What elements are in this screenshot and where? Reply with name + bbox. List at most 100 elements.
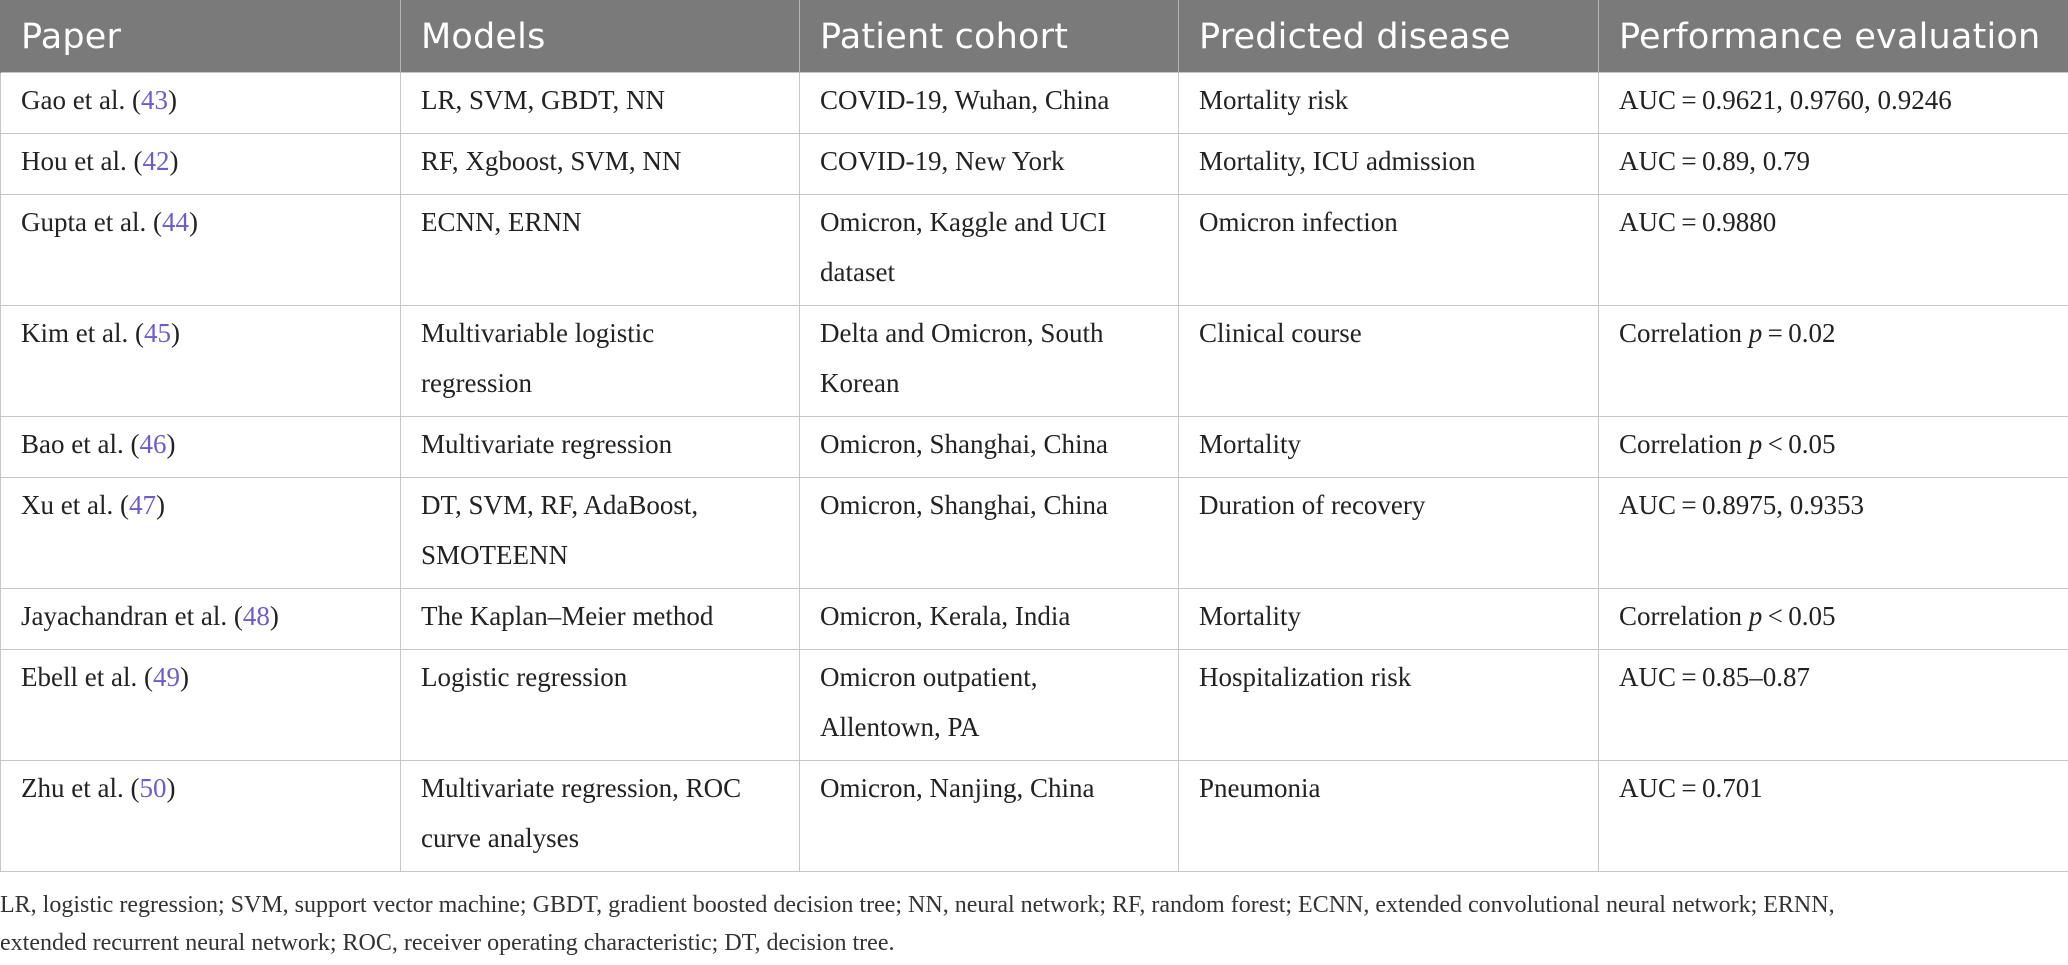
cell-patient-cohort-line: Omicron, Nanjing, China (820, 772, 1095, 803)
cell-predicted-disease: Pneumonia (1178, 759, 1599, 872)
footnote-line: LR, logistic regression; SVM, support ve… (0, 892, 1835, 918)
cell-patient-cohort-line: COVID-19, New York (820, 145, 1065, 176)
studies-table: Paper Models Patient cohort Predicted di… (0, 0, 2068, 872)
cell-predicted-disease-line: Mortality risk (1199, 84, 1349, 115)
cell-patient-cohort-line: Delta and Omicron, South (820, 317, 1104, 348)
performance-value: Correlation p < 0.05 (1619, 419, 2048, 469)
cell-models-line: LR, SVM, GBDT, NN (421, 84, 666, 115)
performance-text: Correlation (1619, 428, 1749, 459)
cell-performance-evaluation: AUC = 0.85–0.87 (1598, 648, 2068, 761)
cell-patient-cohort: Omicron, Kaggle and UCI dataset (799, 193, 1179, 306)
p-value-symbol: p (1748, 428, 1763, 459)
table-row: Kim et al. (45) Multivariable logistic reg… (0, 304, 2068, 417)
cell-models-line: RF, Xgboost, SVM, NN (421, 145, 682, 176)
paper-author: Xu et al. ( (21, 489, 129, 520)
cell-patient-cohort: COVID-19, Wuhan, China (799, 71, 1179, 134)
cell-predicted-disease-line: Mortality (1199, 428, 1301, 459)
performance-text: Correlation (1619, 317, 1749, 348)
cell-performance-evaluation: AUC = 0.9621, 0.9760, 0.9246 (1598, 71, 2068, 134)
cell-performance-evaluation: AUC = 0.8975, 0.9353 (1598, 476, 2068, 589)
table-footnote: LR, logistic regression; SVM, support ve… (0, 886, 2060, 962)
cell-models-line: Multivariate regression, ROC (421, 772, 742, 803)
paper-close-paren: ) (169, 145, 179, 176)
paper-citation: Xu et al. (47) (21, 480, 380, 530)
paper-author: Ebell et al. ( (21, 661, 153, 692)
cell-predicted-disease-line: Mortality, ICU admission (1199, 145, 1476, 176)
cell-patient-cohort-line: COVID-19, Wuhan, China (820, 84, 1110, 115)
reference-link[interactable]: 47 (128, 489, 156, 520)
reference-link[interactable]: 44 (161, 206, 189, 237)
performance-value: AUC = 0.9621, 0.9760, 0.9246 (1619, 75, 2048, 125)
cell-models-line: SMOTEENN (421, 539, 568, 570)
reference-link[interactable]: 49 (152, 661, 180, 692)
cell-patient-cohort: Omicron, Nanjing, China (799, 759, 1179, 872)
header-models: Models (400, 0, 800, 72)
table-row: Bao et al. (46) Multivariate regression Om… (0, 415, 2068, 478)
paper-close-paren: ) (167, 84, 177, 115)
table-row: Gao et al. (43) LR, SVM, GBDT, NN COVID-19… (0, 71, 2068, 134)
paper-close-paren: ) (166, 428, 176, 459)
cell-models-line: The Kaplan–Meier method (421, 600, 714, 631)
cell-models: Logistic regression (400, 648, 800, 761)
reference-link[interactable]: 42 (142, 145, 170, 176)
table-row: Hou et al. (42) RF, Xgboost, SVM, NN COVID… (0, 132, 2068, 195)
table-row: Gupta et al. (44) ECNN, ERNN Omicron, Kagg… (0, 193, 2068, 306)
performance-value: AUC = 0.85–0.87 (1619, 652, 2048, 702)
cell-models-line: Multivariate regression (421, 428, 673, 459)
footnote-line: extended recurrent neural network; ROC, … (0, 930, 895, 956)
reference-link[interactable]: 43 (140, 84, 168, 115)
reference-link[interactable]: 48 (242, 600, 270, 631)
cell-predicted-disease: Omicron infection (1178, 193, 1599, 306)
performance-text: AUC = 0.9880 (1619, 206, 1777, 237)
reference-link[interactable]: 50 (139, 772, 167, 803)
cell-patient-cohort-line: Korean (820, 367, 900, 398)
cell-patient-cohort: COVID-19, New York (799, 132, 1179, 195)
cell-paper: Bao et al. (46) (0, 415, 401, 478)
table-row: Jayachandran et al. (48) The Kaplan–Meier… (0, 587, 2068, 650)
performance-text: Correlation (1619, 600, 1749, 631)
cell-patient-cohort-line: dataset (820, 256, 895, 287)
table-body: Gao et al. (43) LR, SVM, GBDT, NN COVID-19… (0, 71, 2068, 872)
header-performance-evaluation: Performance evaluation (1598, 0, 2068, 72)
performance-value: Correlation p < 0.05 (1619, 591, 2048, 641)
cell-models-line: DT, SVM, RF, AdaBoost, (421, 489, 699, 520)
cell-patient-cohort-line: Omicron, Shanghai, China (820, 428, 1108, 459)
performance-value: AUC = 0.8975, 0.9353 (1619, 480, 2048, 530)
cell-patient-cohort: Omicron outpatient, Allentown, PA (799, 648, 1179, 761)
cell-models-line: curve analyses (421, 822, 580, 853)
cell-models: RF, Xgboost, SVM, NN (400, 132, 800, 195)
cell-performance-evaluation: Correlation p < 0.05 (1598, 587, 2068, 650)
cell-models: Multivariate regression (400, 415, 800, 478)
reference-link[interactable]: 46 (139, 428, 167, 459)
table-row: Zhu et al. (50) Multivariate regression, … (0, 759, 2068, 872)
paper-close-paren: ) (179, 661, 189, 692)
cell-patient-cohort-line: Omicron outpatient, (820, 661, 1038, 692)
cell-predicted-disease: Hospitalization risk (1178, 648, 1599, 761)
cell-paper: Zhu et al. (50) (0, 759, 401, 872)
cell-predicted-disease: Mortality risk (1178, 71, 1599, 134)
cell-patient-cohort: Omicron, Kerala, India (799, 587, 1179, 650)
paper-author: Bao et al. ( (21, 428, 140, 459)
cell-performance-evaluation: Correlation p = 0.02 (1598, 304, 2068, 417)
paper-citation: Kim et al. (45) (21, 308, 380, 358)
header-paper: Paper (0, 0, 401, 72)
cell-patient-cohort-line: Omicron, Kerala, India (820, 600, 1071, 631)
cell-performance-evaluation: AUC = 0.89, 0.79 (1598, 132, 2068, 195)
cell-models-line: Multivariable logistic (421, 317, 655, 348)
cell-predicted-disease-line: Mortality (1199, 600, 1301, 631)
performance-text: AUC = 0.89, 0.79 (1619, 145, 1811, 176)
paper-citation: Gao et al. (43) (21, 75, 380, 125)
cell-models: Multivariate regression, ROC curve analys… (400, 759, 800, 872)
cell-patient-cohort: Omicron, Shanghai, China (799, 415, 1179, 478)
paper-citation: Bao et al. (46) (21, 419, 380, 469)
paper-author: Kim et al. ( (21, 317, 144, 348)
cell-patient-cohort-line: Omicron, Kaggle and UCI (820, 206, 1107, 237)
cell-predicted-disease-line: Clinical course (1199, 317, 1362, 348)
p-value-threshold: < 0.05 (1762, 600, 1836, 631)
cell-models: Multivariable logistic regression (400, 304, 800, 417)
cell-patient-cohort: Delta and Omicron, South Korean (799, 304, 1179, 417)
reference-link[interactable]: 45 (143, 317, 171, 348)
p-value-symbol: p (1748, 600, 1763, 631)
paper-close-paren: ) (269, 600, 279, 631)
cell-predicted-disease-line: Duration of recovery (1199, 489, 1426, 520)
